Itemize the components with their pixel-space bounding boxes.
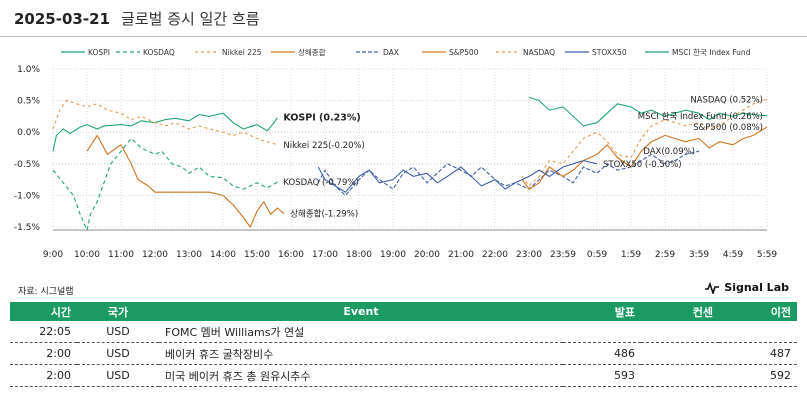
row-previous: 487 <box>719 342 797 365</box>
series-end-label-msci-한국-index-fund: MSCI 한국 Index Fund (0.26%) <box>638 112 763 122</box>
chart-series <box>52 96 768 231</box>
row-consensus <box>641 364 719 387</box>
y-tick-label: 0.0% <box>17 128 40 138</box>
brand-name: Signal Lab <box>724 281 789 294</box>
y-tick-label: -1.5% <box>14 223 41 233</box>
row-time: 2:00 <box>10 342 77 365</box>
series-end-label-kospi: KOSPI (0.23%) <box>283 113 360 124</box>
legend-label-nasdaq: NASDAQ <box>523 48 555 57</box>
title-row: 2025-03-21 글로벌 증시 일간 흐름 <box>14 8 260 30</box>
col-consensus: 컨센 <box>692 305 713 319</box>
row-actual: 593 <box>563 364 641 387</box>
series-line-nasdaq <box>521 98 768 187</box>
x-tick-label: 18:00 <box>346 250 372 260</box>
source-note: 자료: 시그널랩 <box>18 287 74 297</box>
table-row: 2:00 USD 베이커 휴즈 굴착장비수 486 487 <box>10 342 797 365</box>
row-previous: 592 <box>719 364 797 387</box>
x-tick-label: 14:00 <box>210 250 236 260</box>
x-tick-label: 9:00 <box>43 250 63 260</box>
table-row: 2:00 USD 미국 베이커 휴즈 총 원유시추수 593 592 <box>10 364 797 387</box>
row-actual: 486 <box>563 342 641 365</box>
x-axis: 9:00 10:00 11:00 12:00 13:00 14:00 15:00 16:00 1… <box>43 229 777 260</box>
legend-label-nikkei-225: Nikkei 225 <box>222 48 262 57</box>
legend-label-msci-한국-index-fund: MSCI 한국 Index Fund <box>672 48 751 57</box>
series-end-label-stoxx50: STOXX50 (-0.50%) <box>603 160 682 170</box>
row-actual <box>563 321 641 343</box>
x-tick-label: 15:00 <box>244 250 270 260</box>
brand: Signal Lab <box>705 281 789 294</box>
header-date: 2025-03-21 <box>14 10 110 28</box>
x-tick-label: 23:00 <box>516 250 542 260</box>
row-country: USD <box>77 321 159 343</box>
col-actual: 발표 <box>614 305 635 319</box>
y-tick-label: 1.0% <box>17 65 40 75</box>
series-line-msci-한국-index-fund <box>528 96 768 127</box>
table-row: 22:05 USD FOMC 멤버 Williams가 연설 <box>10 321 797 343</box>
series-line-dax <box>317 150 700 196</box>
y-tick-label: 0.5% <box>17 97 40 107</box>
series-end-label-s-p500: S&P500 (0.08%) <box>693 123 763 133</box>
col-event: Event <box>343 305 379 318</box>
x-tick-label: 12:00 <box>142 250 168 260</box>
x-tick-label: 0:59 <box>587 250 607 260</box>
col-previous: 이전 <box>770 305 791 319</box>
x-tick-label: 23:59 <box>550 250 576 260</box>
page-title: 글로벌 증시 일간 흐름 <box>121 10 260 28</box>
row-event: 미국 베이커 휴즈 총 원유시추수 <box>159 364 563 387</box>
series-line-stoxx50 <box>317 160 598 193</box>
series-line-s-p500 <box>521 126 768 190</box>
x-tick-label: 5:59 <box>757 250 777 260</box>
row-consensus <box>641 342 719 365</box>
legend-label-상해종합: 상해종합 <box>298 47 326 57</box>
header-divider <box>0 36 807 37</box>
chart-legend: KOSPI KOSDAQ Nikkei 225 상해종합 DAX S&P500 NASDAQ… <box>61 47 751 57</box>
x-tick-label: 4:59 <box>723 250 743 260</box>
row-time: 22:05 <box>10 321 77 343</box>
row-event: FOMC 멤버 Williams가 연설 <box>159 321 563 343</box>
y-axis: 1.0% 0.5% 0.0% -0.5% -1.0% -1.5% <box>14 65 41 233</box>
x-tick-label: 17:00 <box>312 250 338 260</box>
series-line-nikkei-225 <box>52 100 278 146</box>
legend-label-dax: DAX <box>383 48 399 57</box>
row-previous <box>719 321 797 343</box>
x-tick-label: 19:00 <box>380 250 406 260</box>
row-country: USD <box>77 342 159 365</box>
y-tick-label: -1.0% <box>14 191 41 201</box>
legend-label-s-p500: S&P500 <box>449 48 479 57</box>
pulse-icon <box>705 281 720 294</box>
x-tick-label: 1:59 <box>621 250 641 260</box>
col-country: 국가 <box>107 305 129 319</box>
col-time: 시간 <box>50 305 71 319</box>
series-end-label-kosdaq: KOSDAQ (-0.79%) <box>283 178 358 188</box>
legend-label-kospi: KOSPI <box>88 48 110 57</box>
row-country: USD <box>77 364 159 387</box>
y-tick-label: -0.5% <box>14 160 41 170</box>
table-header-row: 시간 국가 Event 발표 컨센 이전 <box>10 302 797 321</box>
x-tick-label: 20:00 <box>414 250 440 260</box>
economic-events-table: 시간 국가 Event 발표 컨센 이전 22:05 USD FOMC 멤버 W… <box>10 302 797 387</box>
series-end-label-nasdaq: NASDAQ (0.52%) <box>690 95 763 105</box>
chart-grid <box>52 68 768 228</box>
line-chart: KOSPI KOSDAQ Nikkei 225 상해종합 DAX S&P500 NASDAQ… <box>14 47 778 260</box>
series-end-label-dax: DAX(0.09%) <box>643 147 695 157</box>
row-time: 2:00 <box>10 364 77 387</box>
row-event: 베이커 휴즈 굴착장비수 <box>159 342 563 365</box>
x-tick-label: 3:59 <box>689 250 709 260</box>
x-tick-label: 16:00 <box>278 250 304 260</box>
x-tick-label: 13:00 <box>176 250 202 260</box>
series-end-label-상해종합: 상해종합(-1.29%) <box>290 209 358 220</box>
series-end-labels: KOSPI (0.23%) KOSDAQ (-0.79%) Nikkei 225(-… <box>283 95 763 219</box>
x-tick-label: 22:00 <box>482 250 508 260</box>
legend-label-stoxx50: STOXX50 <box>592 48 627 57</box>
row-consensus <box>641 321 719 343</box>
x-tick-label: 2:59 <box>655 250 675 260</box>
series-line-상해종합 <box>86 134 285 228</box>
x-tick-label: 11:00 <box>108 250 134 260</box>
series-line-kospi <box>52 112 278 152</box>
x-tick-label: 10:00 <box>74 250 100 260</box>
x-tick-label: 21:00 <box>448 250 474 260</box>
series-end-label-nikkei-225: Nikkei 225(-0.20%) <box>283 141 364 151</box>
legend-label-kosdaq: KOSDAQ <box>143 48 175 57</box>
